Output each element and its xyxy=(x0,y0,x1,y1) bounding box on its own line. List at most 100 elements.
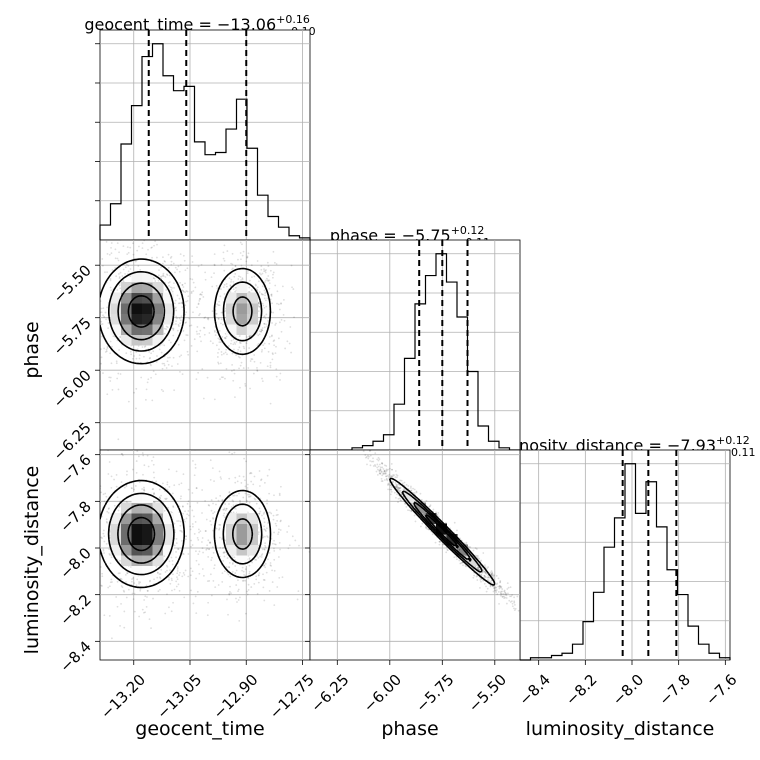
sample-point xyxy=(384,479,386,481)
sample-point xyxy=(165,497,168,500)
sample-point xyxy=(263,579,266,581)
sample-point xyxy=(260,479,262,482)
sample-point xyxy=(260,478,263,481)
sample-point xyxy=(93,488,95,490)
sample-point xyxy=(212,512,214,515)
sample-point xyxy=(187,500,190,503)
sample-point xyxy=(381,474,384,477)
sample-point xyxy=(201,512,203,514)
sample-point xyxy=(156,572,159,574)
sample-point xyxy=(270,293,273,296)
sample-point xyxy=(260,554,263,556)
sample-point xyxy=(235,340,238,343)
sample-point xyxy=(62,370,64,372)
sample-point xyxy=(506,582,509,584)
sample-point xyxy=(105,518,108,521)
sample-point xyxy=(511,600,513,603)
sample-point xyxy=(97,338,99,340)
sample-point xyxy=(190,324,193,327)
sample-point xyxy=(154,373,157,376)
density-cell xyxy=(142,502,153,514)
sample-point xyxy=(397,486,400,489)
sample-point xyxy=(122,454,124,457)
sample-point xyxy=(118,572,121,575)
sample-point xyxy=(477,567,480,570)
sample-point xyxy=(220,311,223,314)
sample-point xyxy=(231,370,233,372)
sample-point xyxy=(444,534,447,536)
sample-point xyxy=(397,501,399,503)
sample-point xyxy=(465,565,468,568)
sample-point xyxy=(381,480,384,482)
sample-point xyxy=(266,474,269,477)
sample-point xyxy=(206,547,209,550)
sample-point xyxy=(119,335,121,338)
sample-point xyxy=(267,522,269,524)
sample-point xyxy=(258,485,261,487)
sample-point xyxy=(483,574,486,577)
x-axis-label-luminosity-distance: luminosity_distance xyxy=(526,718,715,740)
sample-point xyxy=(180,354,183,357)
sample-point xyxy=(202,326,205,329)
sample-point xyxy=(509,595,511,598)
sample-point xyxy=(279,529,282,531)
sample-point xyxy=(244,479,246,482)
sample-point xyxy=(410,510,413,513)
sample-point xyxy=(178,297,181,300)
sample-point xyxy=(499,585,502,588)
sample-point xyxy=(374,465,377,468)
sample-point xyxy=(240,361,243,364)
sample-point xyxy=(166,483,169,486)
sample-point xyxy=(256,369,259,372)
sample-point xyxy=(162,390,165,393)
sample-point xyxy=(201,568,204,570)
sample-point xyxy=(507,592,509,595)
sample-point xyxy=(202,296,205,298)
sample-point xyxy=(223,570,226,573)
sample-point xyxy=(238,356,241,359)
sample-point xyxy=(213,511,216,513)
y-tick-label-phase: −5.50 xyxy=(50,261,95,306)
sample-point xyxy=(376,463,379,466)
sample-point xyxy=(222,376,224,379)
sample-point xyxy=(108,548,111,551)
sample-point xyxy=(168,284,170,287)
sample-point xyxy=(273,569,276,572)
sample-point xyxy=(387,483,390,486)
sample-point xyxy=(286,340,289,343)
y-tick-label-phase: −6.00 xyxy=(50,366,95,411)
sample-point xyxy=(181,531,183,533)
sample-point xyxy=(398,487,401,489)
density-cell xyxy=(236,324,248,335)
sample-point xyxy=(232,500,235,503)
sample-point xyxy=(172,601,174,604)
sample-point xyxy=(221,581,224,583)
sample-point xyxy=(100,298,101,300)
sample-point xyxy=(130,487,133,489)
sample-point xyxy=(194,463,197,466)
sample-point xyxy=(109,286,112,289)
sample-point xyxy=(247,252,250,255)
sample-point xyxy=(89,595,91,597)
sample-point xyxy=(395,473,398,476)
sample-point xyxy=(170,610,173,613)
sample-point xyxy=(186,334,189,337)
sample-point xyxy=(109,279,112,282)
sample-point xyxy=(269,564,272,567)
sample-point xyxy=(495,583,498,586)
sample-point xyxy=(107,450,109,452)
sample-point xyxy=(263,548,266,551)
sample-point xyxy=(221,335,224,338)
sample-point xyxy=(93,537,95,539)
sample-point xyxy=(509,601,512,603)
sample-point xyxy=(234,273,237,275)
sample-point xyxy=(133,391,136,394)
sample-point xyxy=(223,259,226,262)
sample-point xyxy=(232,338,235,341)
sample-point xyxy=(100,262,101,264)
sample-point xyxy=(237,590,239,592)
sample-point xyxy=(100,584,103,587)
sample-point xyxy=(151,256,153,259)
sample-point xyxy=(235,569,238,572)
sample-point xyxy=(378,470,381,473)
